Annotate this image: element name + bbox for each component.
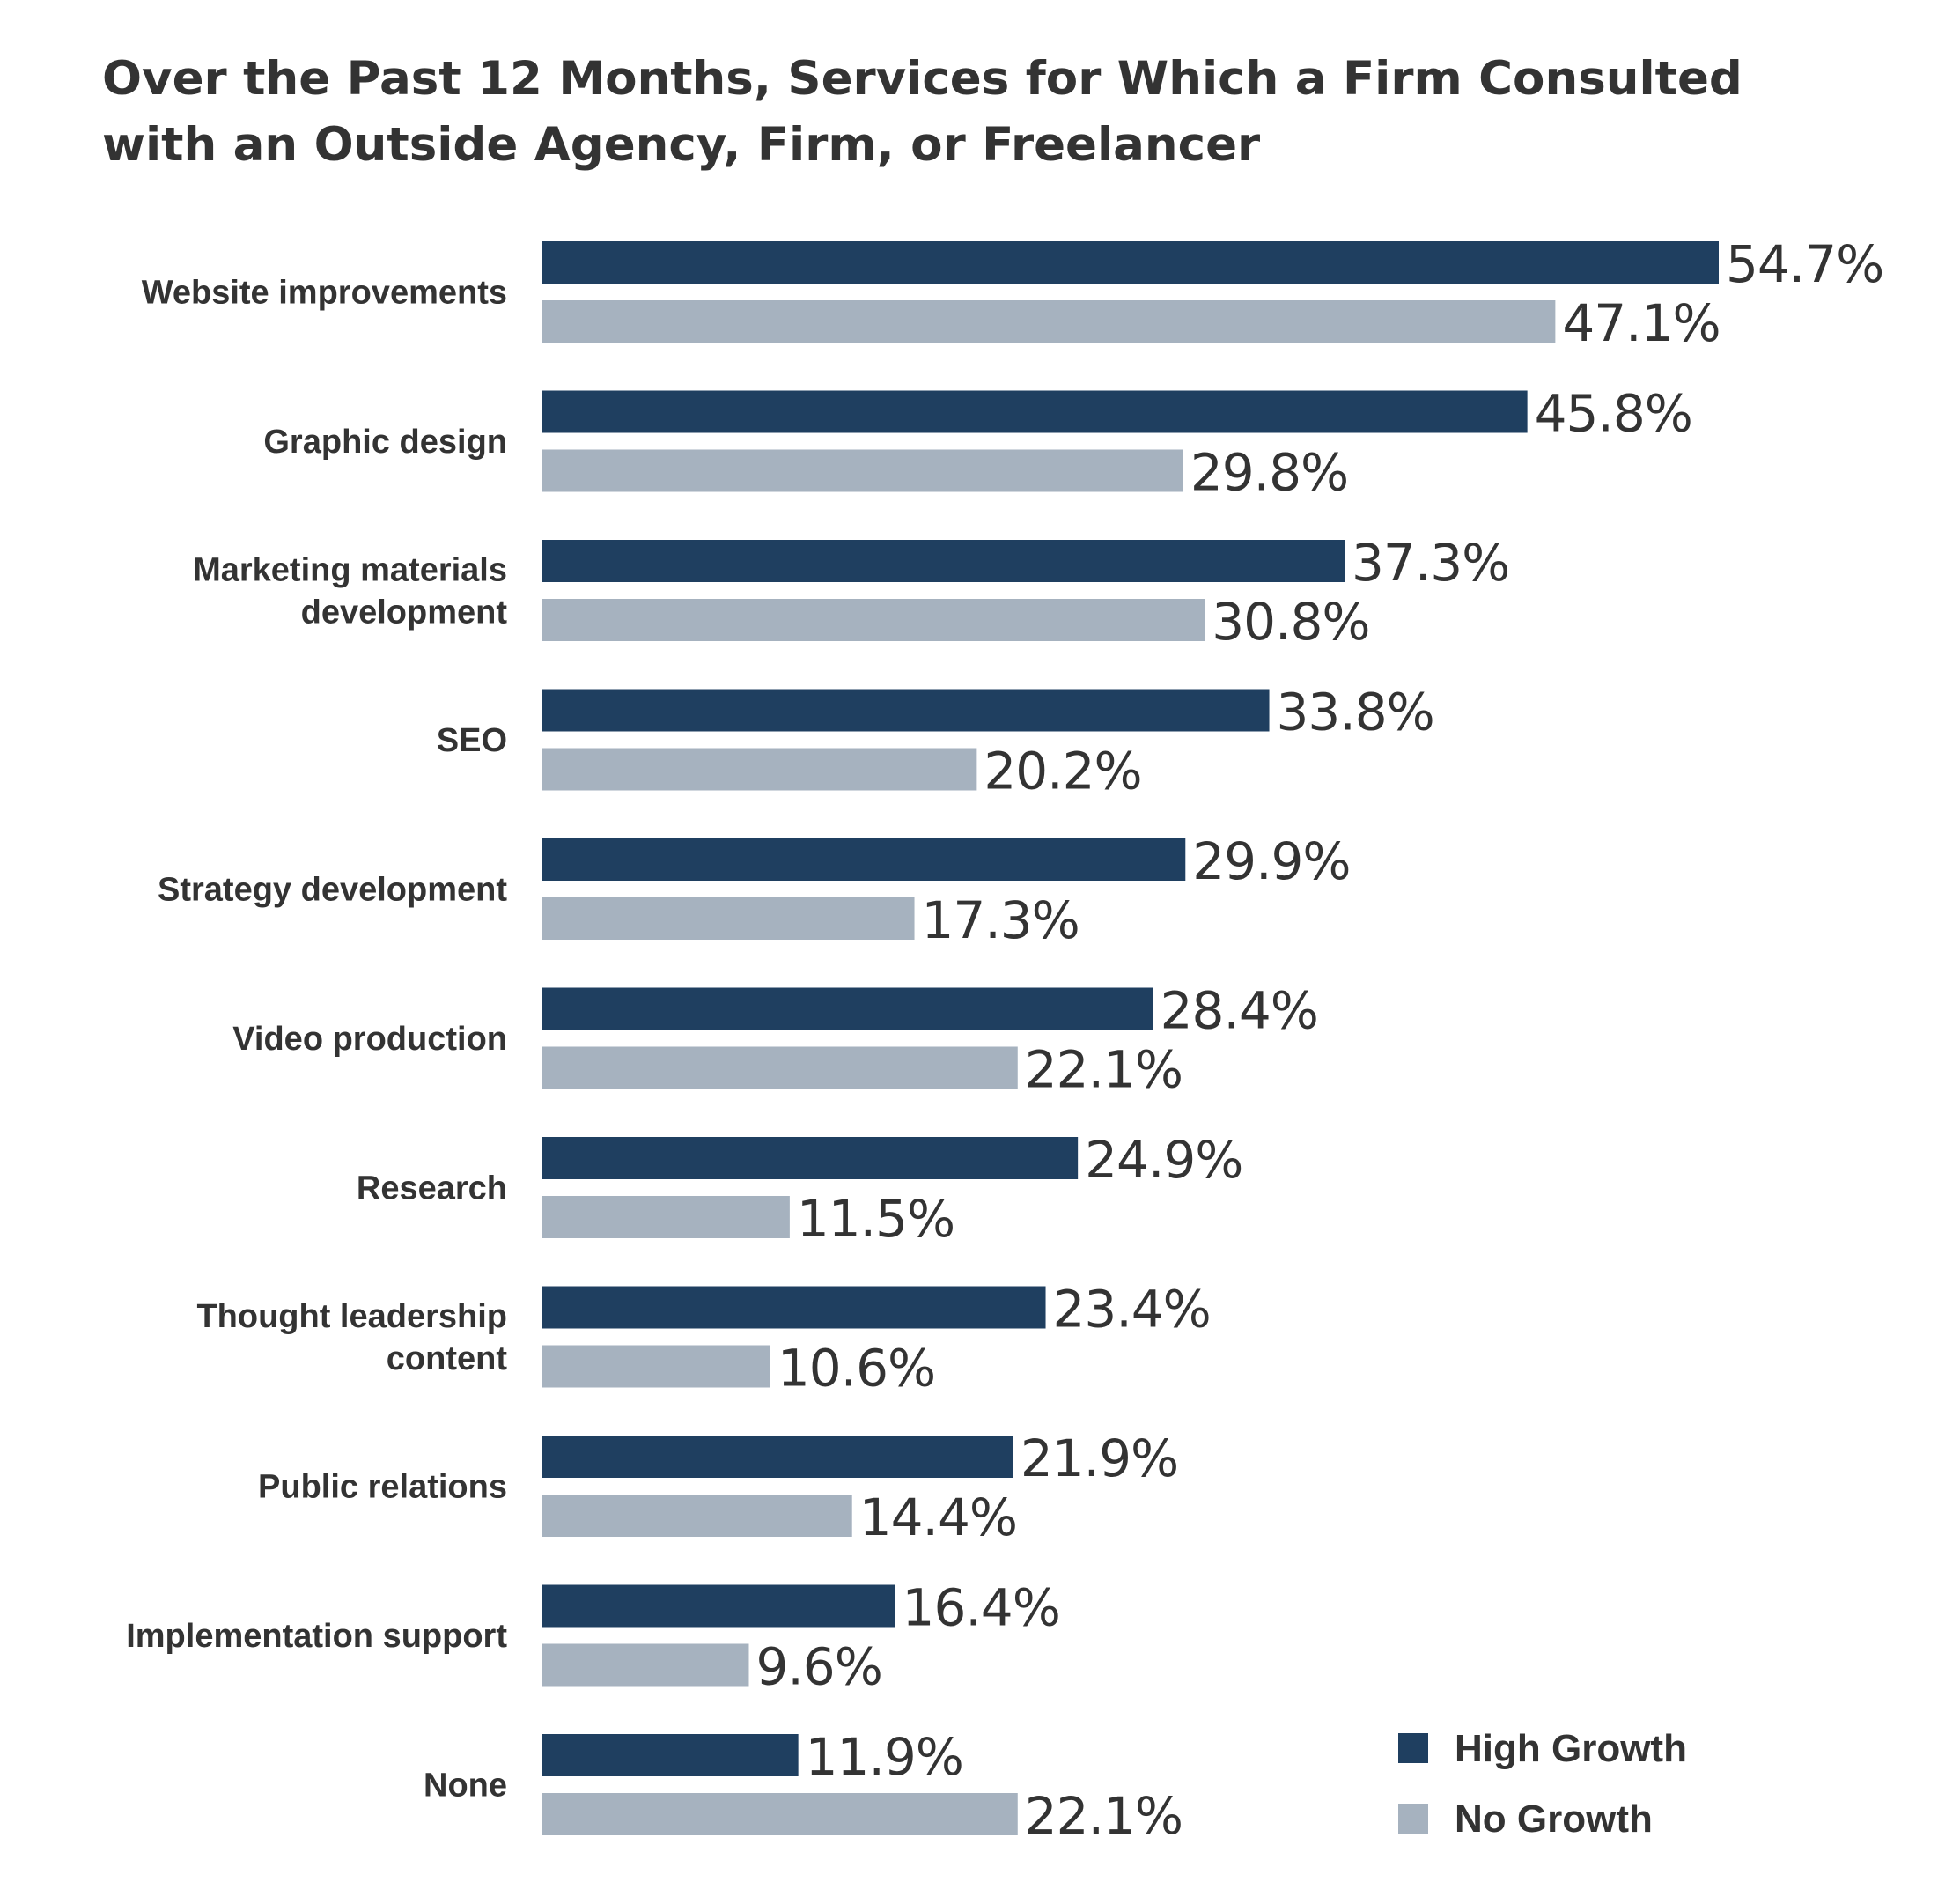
bar-high-growth — [542, 1286, 1046, 1329]
category-label: Thought leadership content — [196, 1298, 507, 1377]
data-label: 9.6% — [755, 1637, 881, 1697]
data-label: 22.1% — [1025, 1040, 1183, 1100]
bar-no-growth — [542, 1196, 790, 1238]
category-label: Research — [357, 1170, 507, 1207]
data-label: 28.4% — [1161, 981, 1318, 1041]
data-label: 33.8% — [1277, 683, 1434, 742]
bar-high-growth — [542, 987, 1153, 1030]
bar-no-growth — [542, 748, 977, 791]
category-label: Strategy development — [158, 872, 507, 909]
category-label: SEO — [437, 722, 507, 759]
bar-no-growth — [542, 1643, 749, 1687]
bar-no-growth — [542, 1046, 1018, 1089]
data-label: 22.1% — [1025, 1786, 1183, 1846]
data-label: 20.2% — [984, 742, 1141, 801]
data-label: 17.3% — [922, 890, 1079, 950]
bar-high-growth — [542, 1137, 1079, 1179]
legend-swatch — [1398, 1804, 1428, 1834]
bar-high-growth — [542, 390, 1528, 433]
chart-title: Over the Past 12 Months, Services for Wh… — [102, 52, 1743, 172]
data-label: 30.8% — [1212, 592, 1369, 652]
category-label: Graphic design — [263, 424, 507, 461]
data-label: 11.5% — [797, 1189, 954, 1249]
bar-high-growth — [542, 241, 1719, 284]
bar-high-growth — [542, 1734, 799, 1776]
legend-swatch — [1398, 1733, 1428, 1763]
bar-no-growth — [542, 1793, 1018, 1835]
category-label: Marketing materials development — [193, 552, 507, 631]
data-label: 10.6% — [777, 1339, 935, 1399]
legend-label: High Growth — [1455, 1727, 1687, 1770]
data-label: 21.9% — [1021, 1428, 1178, 1488]
data-label: 16.4% — [903, 1578, 1060, 1638]
bar-no-growth — [542, 1495, 852, 1537]
data-label: 14.4% — [859, 1487, 1017, 1547]
category-label: None — [424, 1768, 507, 1805]
data-label: 24.9% — [1085, 1130, 1242, 1190]
data-label: 23.4% — [1053, 1280, 1211, 1340]
data-label: 11.9% — [806, 1727, 963, 1787]
bar-no-growth — [542, 599, 1205, 641]
legend-label: No Growth — [1455, 1797, 1653, 1841]
data-label: 29.8% — [1190, 443, 1348, 503]
bar-high-growth — [542, 689, 1270, 732]
category-label: Implementation support — [126, 1618, 507, 1655]
category-label: Website improvements — [142, 275, 507, 312]
data-label: 29.9% — [1192, 831, 1350, 891]
bar-high-growth — [542, 838, 1186, 881]
bar-no-growth — [542, 1345, 770, 1388]
category-label: Public relations — [258, 1469, 507, 1506]
bar-no-growth — [542, 300, 1556, 343]
bar-high-growth — [542, 540, 1345, 582]
bar-no-growth — [542, 897, 915, 940]
category-label: Video production — [232, 1021, 507, 1058]
data-label: 37.3% — [1352, 533, 1509, 593]
data-label: 54.7% — [1726, 234, 1883, 294]
bar-high-growth — [542, 1436, 1013, 1478]
bar-no-growth — [542, 449, 1183, 492]
data-label: 45.8% — [1535, 384, 1692, 444]
bar-high-growth — [542, 1584, 895, 1628]
data-label: 47.1% — [1562, 293, 1720, 353]
